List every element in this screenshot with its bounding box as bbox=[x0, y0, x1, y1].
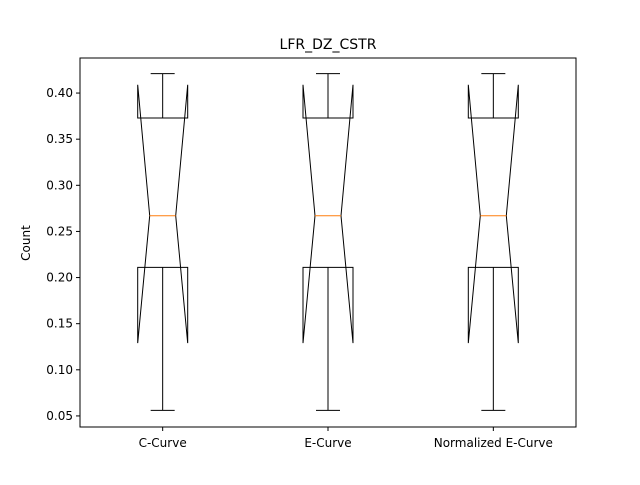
y-tick-label: 0.10 bbox=[46, 363, 73, 377]
plot-area: 0.05 0.10 0.15 0.20 0.25 0.30 0.35 0.40 C-Curve E… bbox=[46, 57, 577, 450]
x-tick-label: C-Curve bbox=[139, 436, 187, 450]
x-tick-label: E-Curve bbox=[304, 436, 351, 450]
y-tick-label: 0.20 bbox=[46, 271, 73, 285]
y-tick-label: 0.40 bbox=[46, 86, 73, 100]
x-tick-label: Normalized E-Curve bbox=[434, 436, 553, 450]
y-tick-label: 0.25 bbox=[46, 224, 73, 238]
y-axis-label: Count bbox=[19, 225, 33, 261]
y-tick-label: 0.15 bbox=[46, 317, 73, 331]
box-body bbox=[467, 84, 519, 344]
y-tick-label: 0.30 bbox=[46, 178, 73, 192]
y-tick-label: 0.05 bbox=[46, 409, 73, 423]
chart-title: LFR_DZ_CSTR bbox=[280, 37, 377, 53]
y-tick-label: 0.35 bbox=[46, 132, 73, 146]
box-body bbox=[137, 84, 189, 344]
box-body bbox=[302, 84, 354, 344]
